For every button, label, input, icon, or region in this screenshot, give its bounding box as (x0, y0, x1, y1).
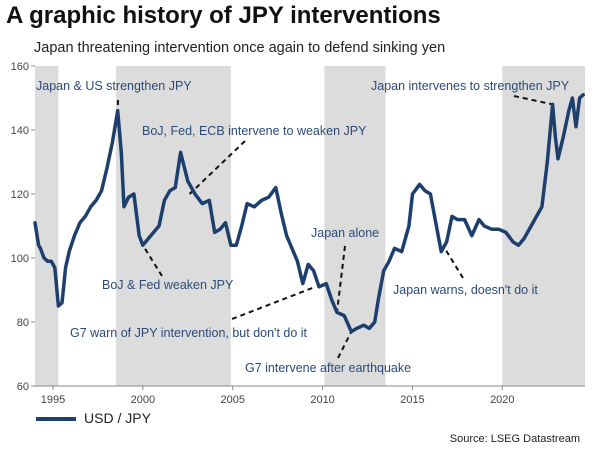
x-tick-label: 2010 (310, 394, 334, 406)
x-tick-label: 2020 (490, 394, 514, 406)
legend-label: USD / JPY (84, 410, 151, 426)
annotation-leader-7 (337, 331, 353, 359)
axis-ticks: 60 80 100 120 140 160 1995 2000 2005 2010 2015 2020 (11, 61, 585, 406)
x-tick-label: 2000 (131, 394, 155, 406)
shade-band-0 (35, 66, 59, 386)
x-tick-label: 1995 (41, 394, 65, 406)
source-note: Source: LSEG Datastream (449, 433, 580, 445)
annotation-leader-1 (188, 140, 246, 195)
annotation-label-1: BoJ, Fed, ECB intervene to weaken JPY (142, 124, 367, 138)
shade-band-1 (115, 66, 231, 386)
annotation-leader-4 (141, 244, 163, 277)
annotation-leader-2 (513, 95, 553, 106)
y-tick-label: 160 (11, 61, 29, 73)
annotation-label-6: Japan warns, doesn't do it (393, 283, 538, 297)
annotation-label-3: Japan alone (311, 226, 379, 240)
y-tick-label: 140 (11, 125, 29, 137)
intervention-shading (35, 66, 585, 386)
usd-jpy-line (33, 93, 585, 334)
y-tick-label: 60 (17, 381, 29, 393)
annotation-label-0: Japan & US strengthen JPY (36, 79, 192, 93)
annotation-label-7: G7 intervene after earthquake (245, 361, 411, 375)
legend-swatch (36, 417, 76, 422)
annotation-label-5: G7 warn of JPY intervention, but don't d… (70, 326, 308, 340)
x-tick-label: 2005 (220, 394, 244, 406)
x-tick-label: 2015 (400, 394, 424, 406)
chart-subtitle: Japan threatening intervention once agai… (34, 40, 446, 56)
annotation-labels: Japan & US strengthen JPY BoJ, Fed, ECB i… (36, 79, 570, 375)
chart-title: A graphic history of JPY interventions (6, 2, 441, 29)
annotation-leader-6 (443, 247, 464, 279)
legend: USD / JPY (36, 410, 151, 426)
annotation-label-2: Japan intervenes to strengthen JPY (371, 79, 570, 93)
annotation-leader-5 (231, 285, 316, 320)
annotation-leader-3 (335, 245, 346, 313)
annotation-leaders (116, 95, 553, 359)
shade-band-2 (324, 66, 386, 386)
y-tick-label: 80 (17, 317, 29, 329)
shade-band-3 (502, 66, 585, 386)
y-tick-label: 100 (11, 253, 29, 265)
y-tick-label: 120 (11, 189, 29, 201)
annotation-label-4: BoJ & Fed weaken JPY (102, 278, 234, 292)
